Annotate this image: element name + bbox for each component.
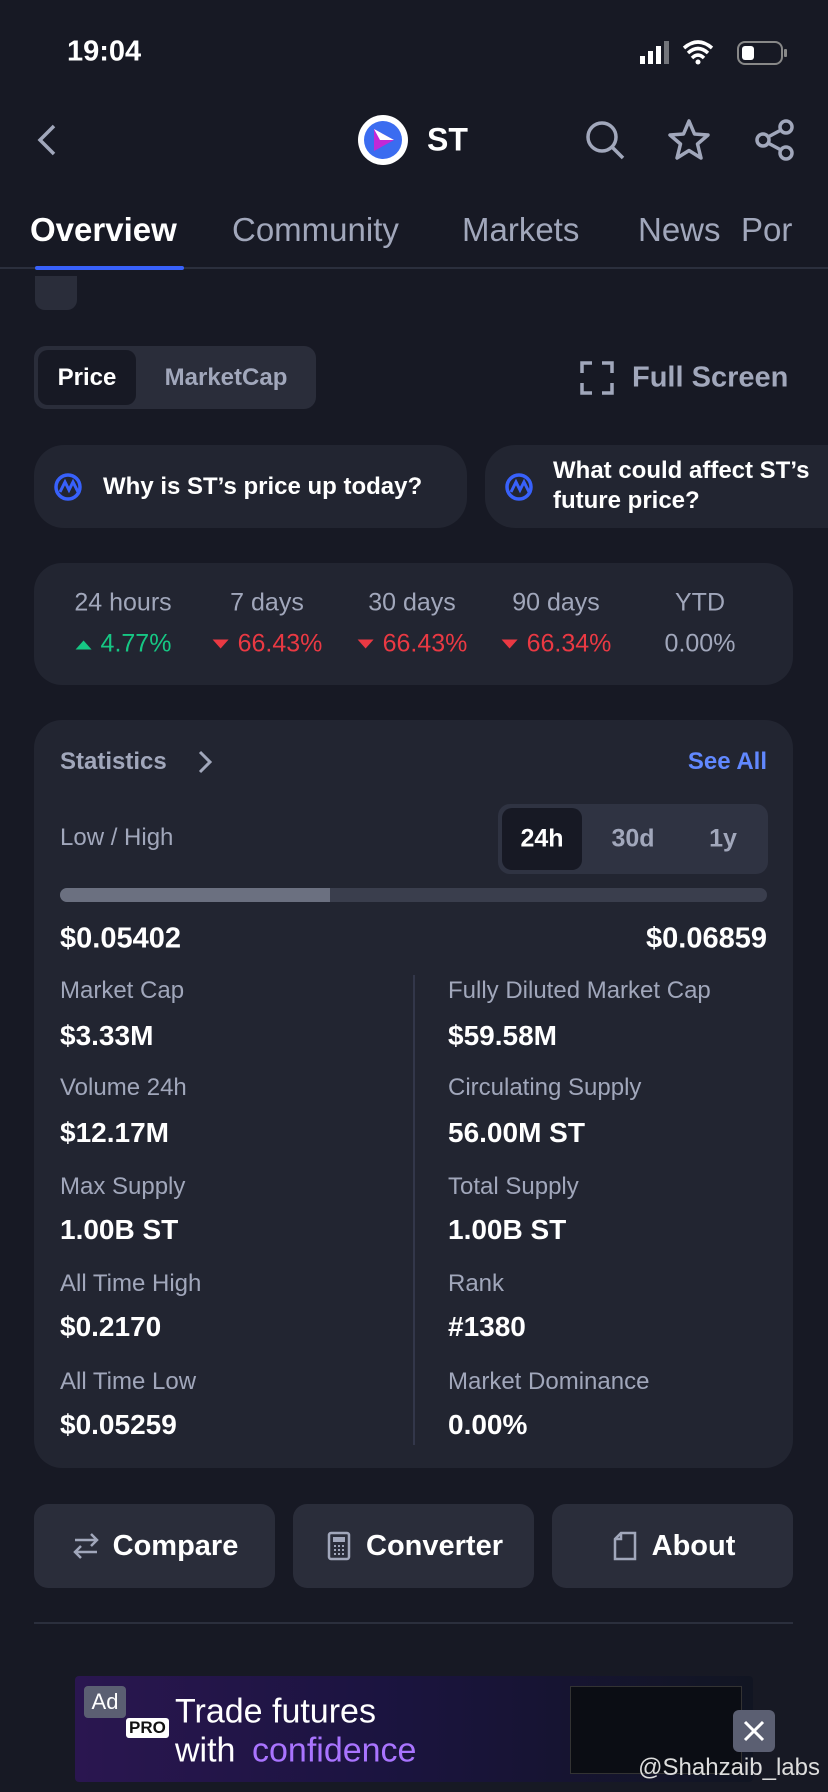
button-label: Converter [366, 1529, 503, 1562]
performance-value: 66.43% [212, 629, 323, 659]
chevron [198, 750, 213, 774]
low-value: $0.05402 [60, 922, 181, 955]
range-label: Low / High [60, 824, 174, 851]
performance-value: 66.43% [357, 629, 468, 659]
tab-divider [0, 267, 828, 269]
fullscreen-icon [580, 361, 614, 395]
period-option[interactable]: 1y [709, 824, 737, 853]
range-fill [60, 888, 330, 902]
toggle-active [38, 350, 136, 405]
coin-logo [358, 115, 408, 165]
stat-value: 1.00B ST [448, 1214, 567, 1245]
action-button[interactable]: Compare [34, 1504, 275, 1588]
question-chip[interactable] [485, 445, 828, 528]
period-active [502, 808, 582, 870]
direction-arrow [357, 639, 374, 649]
stat-value: 56.00M ST [448, 1117, 585, 1148]
ad-headline: with [175, 1731, 236, 1770]
stat-label: Market Dominance [448, 1368, 650, 1395]
watermark: @Shahzaib_labs [638, 1754, 820, 1781]
period-option[interactable]: 24h [520, 824, 564, 853]
stat-label: Market Cap [60, 977, 185, 1004]
search-button[interactable] [585, 120, 625, 160]
period-option[interactable]: 30d [611, 824, 655, 853]
watchlist-star[interactable] [668, 119, 710, 161]
action-button[interactable]: About [552, 1504, 793, 1588]
performance-value: 66.34% [501, 629, 612, 659]
stat-value: 0.00% [448, 1409, 528, 1440]
status-time: 19:04 [67, 35, 142, 68]
tab[interactable]: Community [232, 211, 399, 248]
performance-percent: 66.43% [237, 629, 323, 658]
button-label: About [651, 1529, 736, 1562]
tab[interactable]: Overview [30, 211, 177, 248]
stat-value: $0.05259 [60, 1409, 177, 1440]
tab-indicator [35, 266, 184, 270]
direction-arrow [212, 639, 229, 649]
toggle-option[interactable]: Price [57, 364, 117, 391]
stat-label: All Time Low [60, 1368, 197, 1395]
stat-label: Circulating Supply [448, 1074, 642, 1101]
ai-icon [54, 473, 82, 501]
ad-headline: Trade futures [175, 1692, 376, 1731]
performance-label: 24 hours [74, 588, 172, 617]
tab[interactable]: News [638, 211, 721, 248]
tab[interactable]: Markets [462, 211, 580, 248]
column-divider [413, 975, 415, 1445]
performance-label: 90 days [512, 588, 600, 617]
ad-close[interactable] [733, 1710, 775, 1752]
stat-label: Max Supply [60, 1173, 186, 1200]
ai-icon [505, 473, 533, 501]
history-icon [35, 276, 77, 310]
statistics-title[interactable]: Statistics [60, 748, 167, 775]
performance-label: YTD [675, 588, 725, 617]
performance-label: 30 days [368, 588, 456, 617]
stat-label: Rank [448, 1270, 505, 1297]
stat-value: $0.2170 [60, 1311, 162, 1342]
button-icon [327, 1531, 351, 1561]
ad-badge: Ad [84, 1686, 126, 1718]
direction-arrow [75, 640, 92, 650]
toggle-option[interactable]: MarketCap [164, 364, 288, 391]
tab[interactable]: Por [741, 211, 793, 248]
fullscreen-button[interactable]: Full Screen [632, 361, 789, 394]
performance-percent: 66.34% [526, 629, 612, 658]
performance-percent: 66.43% [382, 629, 468, 658]
coin-title: ST [427, 121, 468, 158]
stat-label: Volume 24h [60, 1074, 187, 1101]
button-label: Compare [112, 1529, 239, 1562]
question-chip[interactable] [34, 445, 467, 528]
performance-percent: 0.00% [664, 629, 736, 658]
performance-card [34, 563, 793, 685]
direction-arrow [501, 639, 518, 649]
performance-value: 4.77% [75, 629, 172, 659]
performance-percent: 4.77% [100, 629, 172, 658]
button-icon [72, 1533, 99, 1559]
status-icons [640, 40, 787, 65]
stat-label: Total Supply [448, 1173, 579, 1200]
stat-label: All Time High [60, 1270, 202, 1297]
back-button[interactable] [36, 124, 60, 158]
see-all-link[interactable]: See All [687, 748, 767, 775]
button-icon [613, 1531, 636, 1561]
share-button[interactable] [755, 119, 795, 161]
ad-headline-accent: confidence [252, 1731, 417, 1770]
high-value: $0.06859 [646, 922, 767, 955]
question-text: future price? [553, 487, 700, 514]
performance-label: 7 days [230, 588, 304, 617]
stat-value: $12.17M [60, 1117, 169, 1148]
stat-value: $3.33M [60, 1020, 154, 1051]
stat-value: #1380 [448, 1311, 526, 1342]
stat-label: Fully Diluted Market Cap [448, 977, 711, 1004]
stat-value: 1.00B ST [60, 1214, 179, 1245]
ad-pro: PRO [126, 1718, 169, 1738]
question-text: Why is ST’s price up today? [103, 473, 423, 500]
section-divider [34, 1622, 793, 1624]
stat-value: $59.58M [448, 1020, 557, 1051]
question-text: What could affect ST’s [553, 457, 810, 484]
ad-disclaimer [570, 1686, 742, 1774]
performance-value: 0.00% [665, 630, 736, 659]
action-button[interactable]: Converter [293, 1504, 534, 1588]
